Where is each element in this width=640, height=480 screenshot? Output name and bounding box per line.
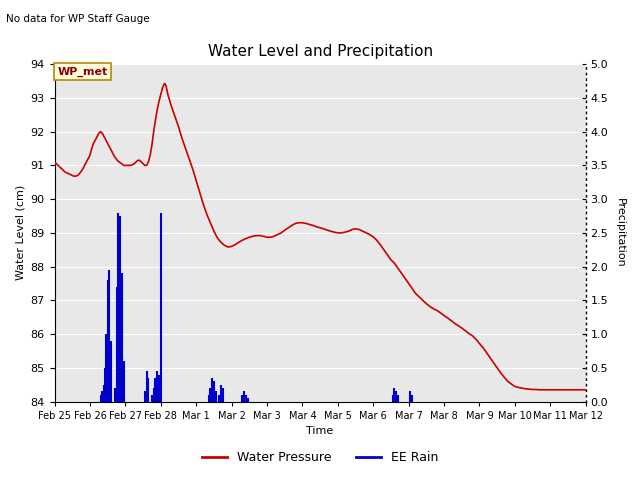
Y-axis label: Precipitation: Precipitation [615, 198, 625, 268]
Y-axis label: Water Level (cm): Water Level (cm) [15, 185, 25, 280]
X-axis label: Time: Time [307, 426, 333, 436]
Text: No data for WP Staff Gauge: No data for WP Staff Gauge [6, 14, 150, 24]
Title: Water Level and Precipitation: Water Level and Precipitation [207, 44, 433, 59]
Text: WP_met: WP_met [58, 66, 108, 76]
Legend: Water Pressure, EE Rain: Water Pressure, EE Rain [196, 446, 444, 469]
